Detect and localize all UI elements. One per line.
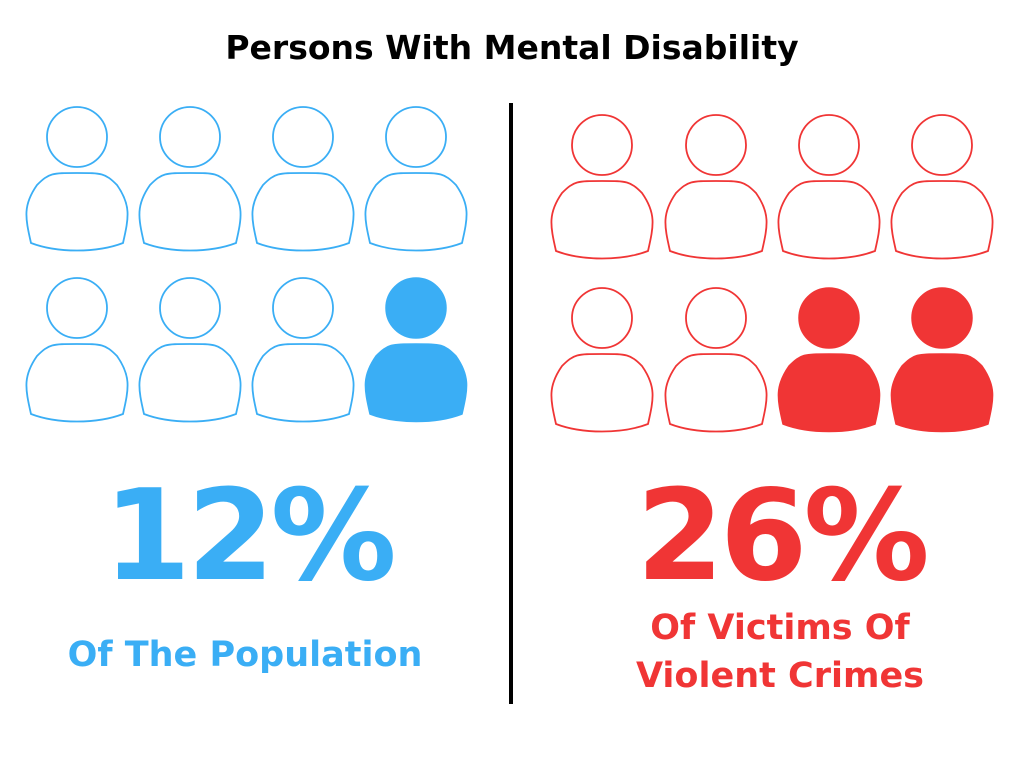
person-icon-2-body: [664, 180, 768, 260]
person-icon-5-head: [46, 277, 108, 339]
person-icon-7-head: [272, 277, 334, 339]
person-icon-3-body: [251, 172, 355, 252]
person-icon-4-head: [911, 114, 973, 176]
population-caption: Of The Population: [67, 635, 423, 675]
person-icon-5-body: [550, 353, 654, 433]
person-icon-8-head: [385, 277, 447, 339]
population-percentage: 12%: [103, 462, 397, 609]
right-figure-group: [550, 114, 994, 433]
person-icon-3-head: [272, 106, 334, 168]
person-icon-2-head: [685, 114, 747, 176]
person-icon-7-head: [798, 287, 860, 349]
person-icon-3: [777, 114, 881, 260]
person-icon-5-head: [571, 287, 633, 349]
person-icon-2-body: [138, 172, 242, 252]
person-icon-6-body: [138, 343, 242, 423]
victims-caption-line-1: Of Victims Of: [650, 608, 910, 648]
person-icon-1-head: [46, 106, 108, 168]
person-icon-2: [138, 106, 242, 252]
person-icon-6-head: [685, 287, 747, 349]
person-icon-3-head: [798, 114, 860, 176]
person-icon-1-body: [550, 180, 654, 260]
person-icon-8-body: [364, 343, 468, 423]
person-icon-6: [664, 287, 768, 433]
person-icon-8-body: [890, 353, 994, 433]
person-icon-4-body: [364, 172, 468, 252]
person-icon-5-body: [25, 343, 129, 423]
left-figure-group: [25, 106, 468, 423]
person-icon-6: [138, 277, 242, 423]
person-icon-8: [890, 287, 994, 433]
person-icon-5: [550, 287, 654, 433]
center-divider: [509, 103, 513, 704]
person-icon-2-head: [159, 106, 221, 168]
person-icon-1-head: [571, 114, 633, 176]
victims-caption: Of Victims Of Violent Crimes: [580, 604, 980, 700]
person-icon-4: [890, 114, 994, 260]
person-icon-1-body: [25, 172, 129, 252]
person-icon-7: [251, 277, 355, 423]
person-icon-1: [550, 114, 654, 260]
person-icon-4-head: [385, 106, 447, 168]
person-icon-4-body: [890, 180, 994, 260]
person-icon-6-body: [664, 353, 768, 433]
person-icon-7-body: [251, 343, 355, 423]
person-icon-8-head: [911, 287, 973, 349]
victims-caption-line-2: Violent Crimes: [635, 656, 925, 696]
person-icon-6-head: [159, 277, 221, 339]
person-icon-7: [777, 287, 881, 433]
person-icon-5: [25, 277, 129, 423]
person-icon-2: [664, 114, 768, 260]
victims-percentage: 26%: [636, 462, 930, 609]
person-icon-4: [364, 106, 468, 252]
person-icon-3: [251, 106, 355, 252]
person-icon-7-body: [777, 353, 881, 433]
person-icon-3-body: [777, 180, 881, 260]
person-icon-8: [364, 277, 468, 423]
infographic-title: Persons With Mental Disability: [225, 28, 799, 67]
person-icon-1: [25, 106, 129, 252]
